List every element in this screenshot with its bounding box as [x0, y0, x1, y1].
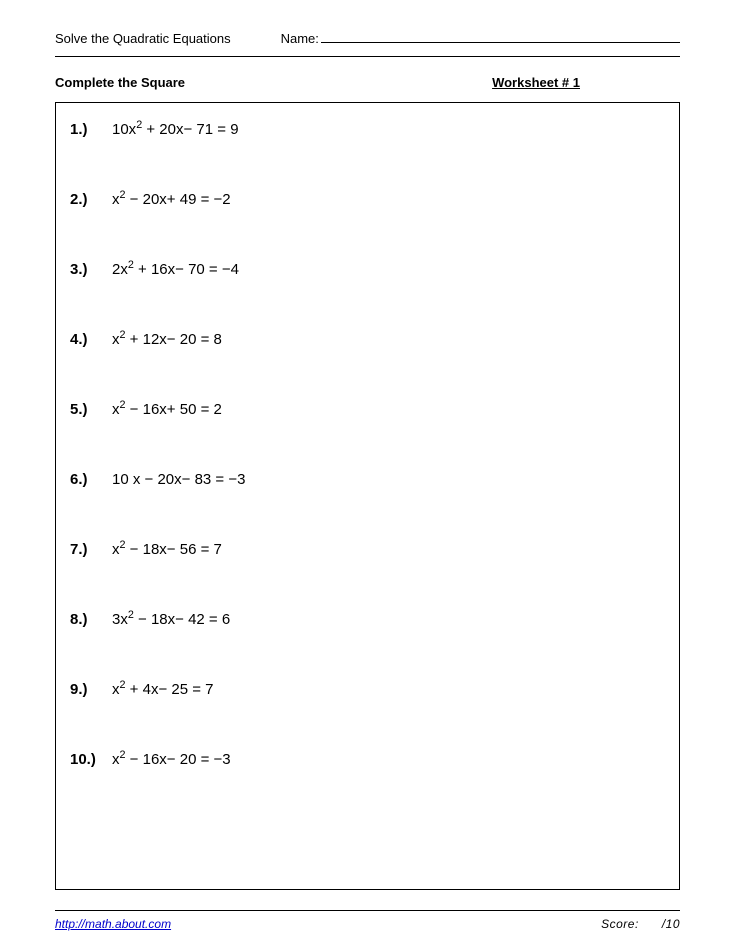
problem-row: 10.) x2 − 16x− 20 = −3 [70, 751, 665, 768]
exponent: 2 [120, 749, 126, 761]
problem-number: 8.) [70, 611, 104, 628]
problem-number: 10.) [70, 751, 104, 768]
problem-number: 1.) [70, 121, 104, 138]
exponent: 2 [120, 539, 126, 551]
problem-row: 7.) x2 − 18x− 56 = 7 [70, 541, 665, 558]
score-label: Score: [601, 917, 639, 931]
topic-label: Complete the Square [55, 75, 185, 90]
problem-expression: 10x2 + 20x− 71 = 9 [112, 121, 239, 138]
problem-row: 1.) 10x2 + 20x− 71 = 9 [70, 121, 665, 138]
page-title: Solve the Quadratic Equations [55, 31, 231, 46]
problem-expression: x2 − 18x− 56 = 7 [112, 541, 222, 558]
problem-row: 2.) x2 − 20x+ 49 = −2 [70, 191, 665, 208]
problem-number: 2.) [70, 191, 104, 208]
problem-row: 8.) 3x2 − 18x− 42 = 6 [70, 611, 665, 628]
problem-row: 3.) 2x2 + 16x− 70 = −4 [70, 261, 665, 278]
worksheet-number-label: Worksheet # 1 [492, 75, 580, 90]
exponent: 2 [120, 679, 126, 691]
problem-number: 4.) [70, 331, 104, 348]
score-area: Score: /10 [601, 917, 680, 931]
worksheet-page: Solve the Quadratic Equations Name: Comp… [0, 0, 735, 951]
exponent: 2 [128, 259, 134, 271]
problem-expression: x2 − 20x+ 49 = −2 [112, 191, 231, 208]
problem-expression: x2 − 16x+ 50 = 2 [112, 401, 222, 418]
problem-row: 9.) x2 + 4x− 25 = 7 [70, 681, 665, 698]
subheader-row: Complete the Square Worksheet # 1 [55, 75, 680, 90]
problem-expression: 10 x − 20x− 83 = −3 [112, 471, 245, 488]
name-input-line[interactable] [321, 30, 680, 43]
problem-expression: x2 + 4x− 25 = 7 [112, 681, 214, 698]
problem-number: 6.) [70, 471, 104, 488]
score-total: /10 [662, 917, 680, 931]
problems-box: 1.) 10x2 + 20x− 71 = 9 2.) x2 − 20x+ 49 = −… [55, 102, 680, 890]
header-divider [55, 56, 680, 57]
exponent: 2 [120, 189, 126, 201]
exponent: 2 [136, 119, 142, 131]
problem-expression: x2 + 12x− 20 = 8 [112, 331, 222, 348]
problem-expression: 2x2 + 16x− 70 = −4 [112, 261, 239, 278]
exponent: 2 [120, 329, 126, 341]
problem-number: 9.) [70, 681, 104, 698]
problem-row: 4.) x2 + 12x− 20 = 8 [70, 331, 665, 348]
name-label: Name: [281, 31, 319, 46]
problem-expression: x2 − 16x− 20 = −3 [112, 751, 231, 768]
exponent: 2 [120, 399, 126, 411]
problem-expression: 3x2 − 18x− 42 = 6 [112, 611, 230, 628]
problem-number: 3.) [70, 261, 104, 278]
problem-row: 5.) x2 − 16x+ 50 = 2 [70, 401, 665, 418]
problem-row: 6.) 10 x − 20x− 83 = −3 [70, 471, 665, 488]
header-row: Solve the Quadratic Equations Name: [55, 30, 680, 46]
source-link[interactable]: http://math.about.com [55, 917, 171, 931]
problem-number: 7.) [70, 541, 104, 558]
footer-row: http://math.about.com Score: /10 [55, 910, 680, 931]
problem-number: 5.) [70, 401, 104, 418]
exponent: 2 [128, 609, 134, 621]
